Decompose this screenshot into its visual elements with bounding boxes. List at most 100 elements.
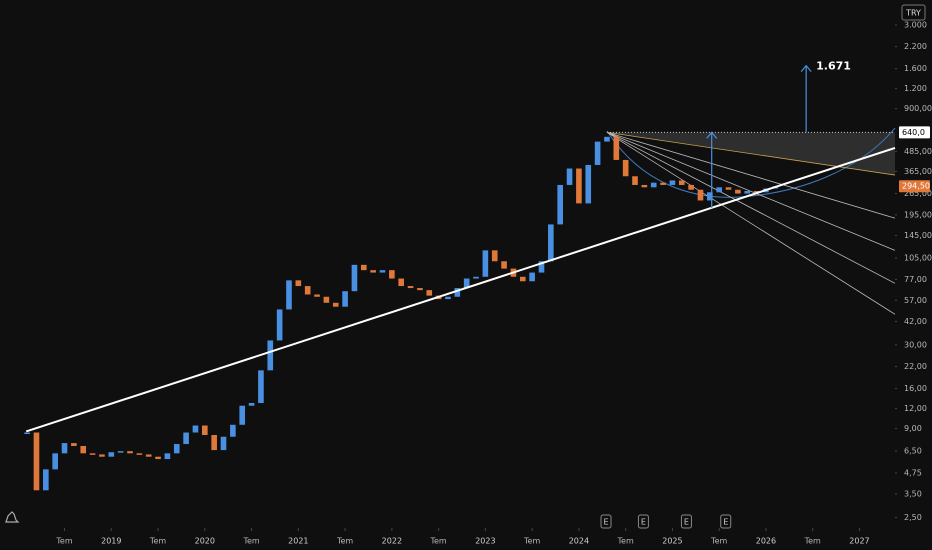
- x-tick-label: Tem: [617, 537, 634, 546]
- x-tick-label: Tem: [336, 537, 353, 546]
- currency: TRY: [905, 9, 921, 18]
- event-label: E: [723, 518, 728, 527]
- candle: [117, 451, 124, 453]
- candle: [697, 189, 704, 201]
- candle: [519, 276, 526, 282]
- candle: [491, 250, 498, 262]
- candle: [632, 176, 638, 185]
- candle: [557, 184, 563, 225]
- y-tick-label: 2,50: [904, 513, 922, 522]
- candle: [529, 272, 535, 282]
- y-tick-label: 42,00: [904, 317, 927, 326]
- candle: [688, 184, 694, 190]
- candle: [622, 159, 629, 177]
- candle: [108, 452, 115, 457]
- candle: [332, 302, 339, 307]
- y-tick-label: 16,00: [904, 384, 927, 393]
- y-tick-label: 485,00: [904, 147, 932, 156]
- y-tick-label: 265,00: [904, 189, 932, 198]
- y-tick-label: 30,00: [904, 340, 927, 349]
- fan-line: [606, 131, 896, 284]
- candle: [660, 182, 666, 185]
- candle: [248, 402, 255, 406]
- x-tick-label: 2022: [382, 537, 402, 546]
- candle: [613, 136, 620, 160]
- last-price-box: [899, 180, 930, 193]
- candle: [136, 453, 143, 455]
- y-tick-label: 900,00: [904, 104, 932, 113]
- candle: [426, 290, 433, 296]
- candle: [145, 454, 152, 457]
- level-label: 640,0: [902, 128, 925, 137]
- candle: [417, 288, 423, 291]
- y-tick-label: 57,00: [904, 296, 927, 305]
- candle: [725, 187, 732, 190]
- y-tick-label: 4,75: [904, 468, 922, 477]
- y-tick-label: 195,00: [904, 210, 932, 219]
- candle: [52, 453, 58, 470]
- event-marker: [600, 514, 612, 529]
- event-marker: [637, 514, 649, 529]
- x-tick-label: 2020: [195, 537, 215, 546]
- candle: [33, 432, 40, 491]
- candle: [641, 184, 648, 188]
- candle: [323, 296, 330, 303]
- x-tick-label: 2026: [756, 537, 776, 546]
- event-label: E: [603, 518, 608, 527]
- candle: [351, 264, 358, 292]
- y-tick-label: 3,50: [904, 490, 922, 499]
- x-tick-label: Tem: [55, 537, 72, 546]
- x-tick-label: 2024: [569, 537, 589, 546]
- candle: [183, 432, 189, 445]
- y-tick-label: 105,00: [904, 253, 932, 262]
- x-tick-label: 2021: [288, 537, 308, 546]
- candle: [669, 180, 676, 185]
- candle: [463, 278, 470, 289]
- candle: [230, 424, 236, 437]
- candle: [304, 286, 311, 295]
- candle: [678, 180, 685, 185]
- x-tick-label: Tem: [710, 537, 727, 546]
- candle: [744, 191, 751, 194]
- arrow-head: [706, 131, 718, 139]
- candle: [286, 280, 292, 310]
- candle: [370, 270, 376, 273]
- x-tick-label: 2019: [101, 537, 121, 546]
- x-tick-label: 2023: [475, 537, 495, 546]
- candle: [454, 288, 461, 297]
- candle: [43, 469, 49, 491]
- candle: [735, 189, 741, 194]
- x-tick-label: 2025: [662, 537, 682, 546]
- candle: [173, 444, 180, 454]
- fan-line: [606, 131, 896, 219]
- candle: [80, 446, 87, 454]
- candle: [202, 425, 208, 436]
- last-price-label: 294,50: [902, 182, 930, 191]
- arrow-head: [800, 64, 812, 73]
- candle: [192, 425, 199, 433]
- candle: [407, 286, 414, 289]
- currency-box[interactable]: [901, 4, 926, 21]
- event-label: E: [641, 518, 646, 527]
- candle: [585, 164, 592, 204]
- y-tick-label: 365,00: [904, 167, 932, 176]
- candle: [650, 182, 657, 188]
- y-tick-label: 145,00: [904, 231, 932, 240]
- candle: [89, 453, 96, 455]
- event-marker: [680, 514, 692, 529]
- candle: [604, 136, 610, 142]
- y-tick-label: 3.000: [904, 21, 927, 30]
- candle: [295, 280, 302, 287]
- x-tick-label: Tem: [804, 537, 821, 546]
- candle: [211, 435, 217, 451]
- x-tick-label: Tem: [242, 537, 259, 546]
- fan-line: [606, 131, 896, 315]
- x-tick-label: Tem: [523, 537, 540, 546]
- fan-line: [606, 131, 896, 176]
- candle: [99, 454, 105, 457]
- candle: [576, 168, 582, 204]
- y-tick-label: 2.200: [904, 42, 927, 51]
- x-tick-label: Tem: [149, 537, 166, 546]
- candle: [342, 291, 348, 307]
